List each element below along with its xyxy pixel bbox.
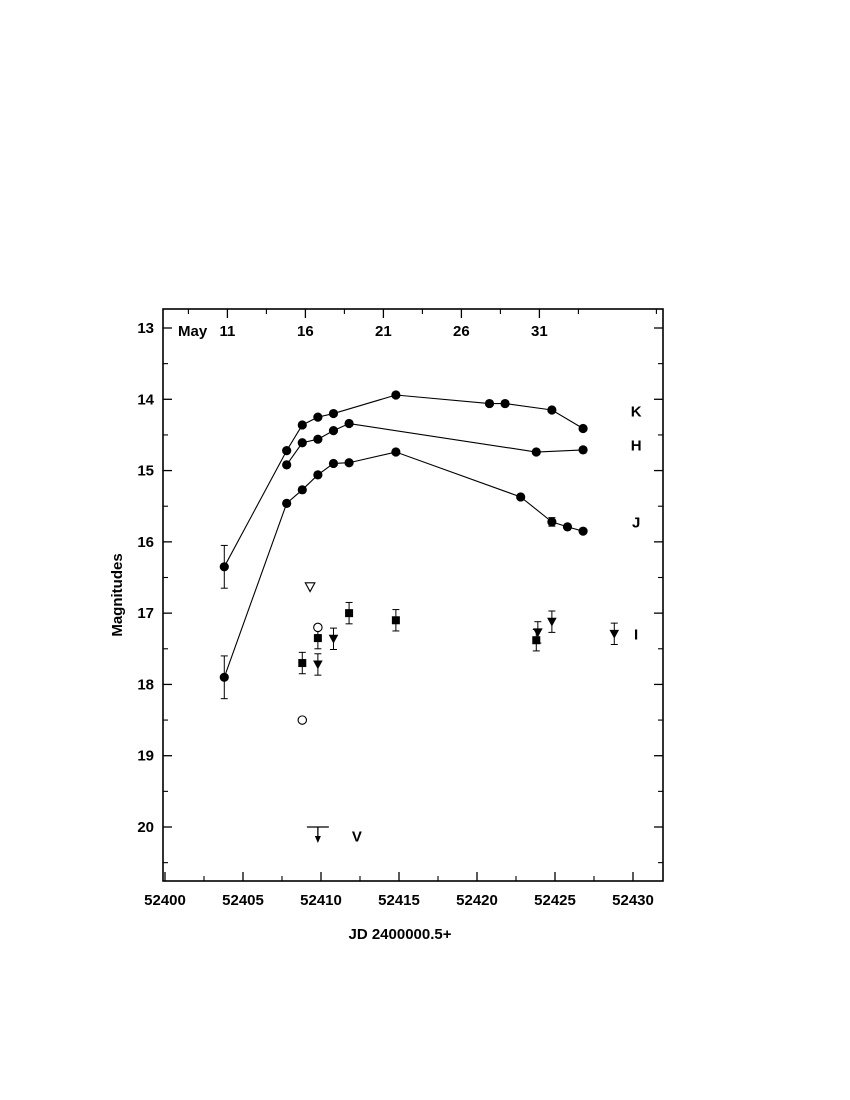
x-tick-label: 52415 (378, 892, 420, 909)
x-tick-label: 52425 (534, 892, 576, 909)
series-j-point (344, 458, 354, 468)
series-k-point (282, 446, 292, 456)
series-k-point (391, 390, 401, 400)
series-i-open-circle-point (297, 715, 308, 725)
series-i-square-point (298, 659, 307, 668)
top-tick-label: 16 (297, 323, 314, 340)
y-tick-label: 17 (137, 605, 154, 622)
series-h-point (297, 438, 307, 448)
x-tick-label: 52400 (144, 892, 186, 909)
series-v-limit-arrow (314, 836, 321, 843)
series-i-square-point (391, 616, 400, 625)
series-i-open-circle-point (313, 622, 323, 633)
x-tick-label: 52420 (456, 892, 498, 909)
y-tick-label: 13 (137, 320, 154, 337)
series-i-triangle-point (328, 634, 339, 644)
top-tick-label: 26 (453, 323, 470, 340)
series-j-line (223, 451, 584, 678)
x-tick-label: 52430 (612, 892, 654, 909)
x-tick-label: 52410 (300, 892, 342, 909)
y-tick-label: 14 (137, 391, 154, 408)
top-tick-label: 31 (531, 323, 548, 340)
y-tick-label: 16 (137, 534, 154, 551)
series-i-triangle-point (533, 628, 543, 638)
series-j-point (328, 458, 339, 469)
series-k-point (500, 398, 510, 409)
series-k-point (578, 423, 588, 434)
series-j-point (297, 485, 307, 495)
series-k-point (313, 412, 323, 422)
y-axis-title: Magnitudes (109, 553, 126, 636)
series-h-point (344, 418, 354, 429)
series-k-point (297, 420, 307, 430)
series-i-triangle-point (547, 617, 557, 627)
series-j-point (547, 517, 557, 527)
series-h-point (313, 434, 323, 444)
series-j-point (516, 492, 526, 502)
series-i-open-triangle-point (304, 582, 316, 593)
y-tick-label: 19 (137, 748, 154, 765)
series-j-point (562, 522, 573, 532)
series-k-point (328, 408, 339, 419)
series-h-point (531, 447, 541, 457)
series-i-label: I (634, 627, 638, 644)
y-tick-label: 15 (137, 463, 154, 480)
series-j-point (313, 470, 323, 480)
series-i-square-point (532, 636, 541, 645)
axes: 52400 52405 52410 52415 52420 52425 52430 11 16 2… (137, 308, 664, 909)
top-tick-label: 21 (375, 323, 392, 340)
series-j-point (282, 498, 292, 508)
series-j-label: J (632, 515, 640, 532)
data-points (219, 390, 620, 843)
series-k-label: K (631, 403, 642, 420)
series-j-point (391, 447, 401, 457)
series-k-point (219, 562, 229, 572)
series-i-triangle-point (609, 629, 620, 639)
series-j-point (219, 672, 229, 682)
series-j-point (578, 526, 588, 536)
series-k-point (484, 398, 495, 409)
series-labels: K H J I V (352, 403, 642, 845)
series-k-point (547, 405, 557, 415)
series-k-line (223, 394, 584, 568)
series-i-square-point (345, 609, 354, 618)
series-h-point (578, 445, 588, 455)
series-h-point (282, 460, 292, 470)
y-tick-label: 20 (137, 819, 154, 836)
plot-frame (162, 308, 664, 882)
top-tick-label: 11 (219, 323, 235, 340)
x-tick-label: 52405 (222, 892, 264, 909)
top-axis-month-label: May (178, 323, 208, 340)
series-h-point (328, 426, 339, 436)
y-tick-label: 18 (137, 676, 154, 693)
series-v-label: V (352, 828, 362, 845)
series-lines (223, 394, 584, 678)
series-i-square-point (313, 634, 322, 643)
series-h-label: H (631, 438, 642, 455)
x-axis-title: JD 2400000.5+ (348, 926, 451, 943)
series-i-triangle-point (313, 660, 323, 670)
